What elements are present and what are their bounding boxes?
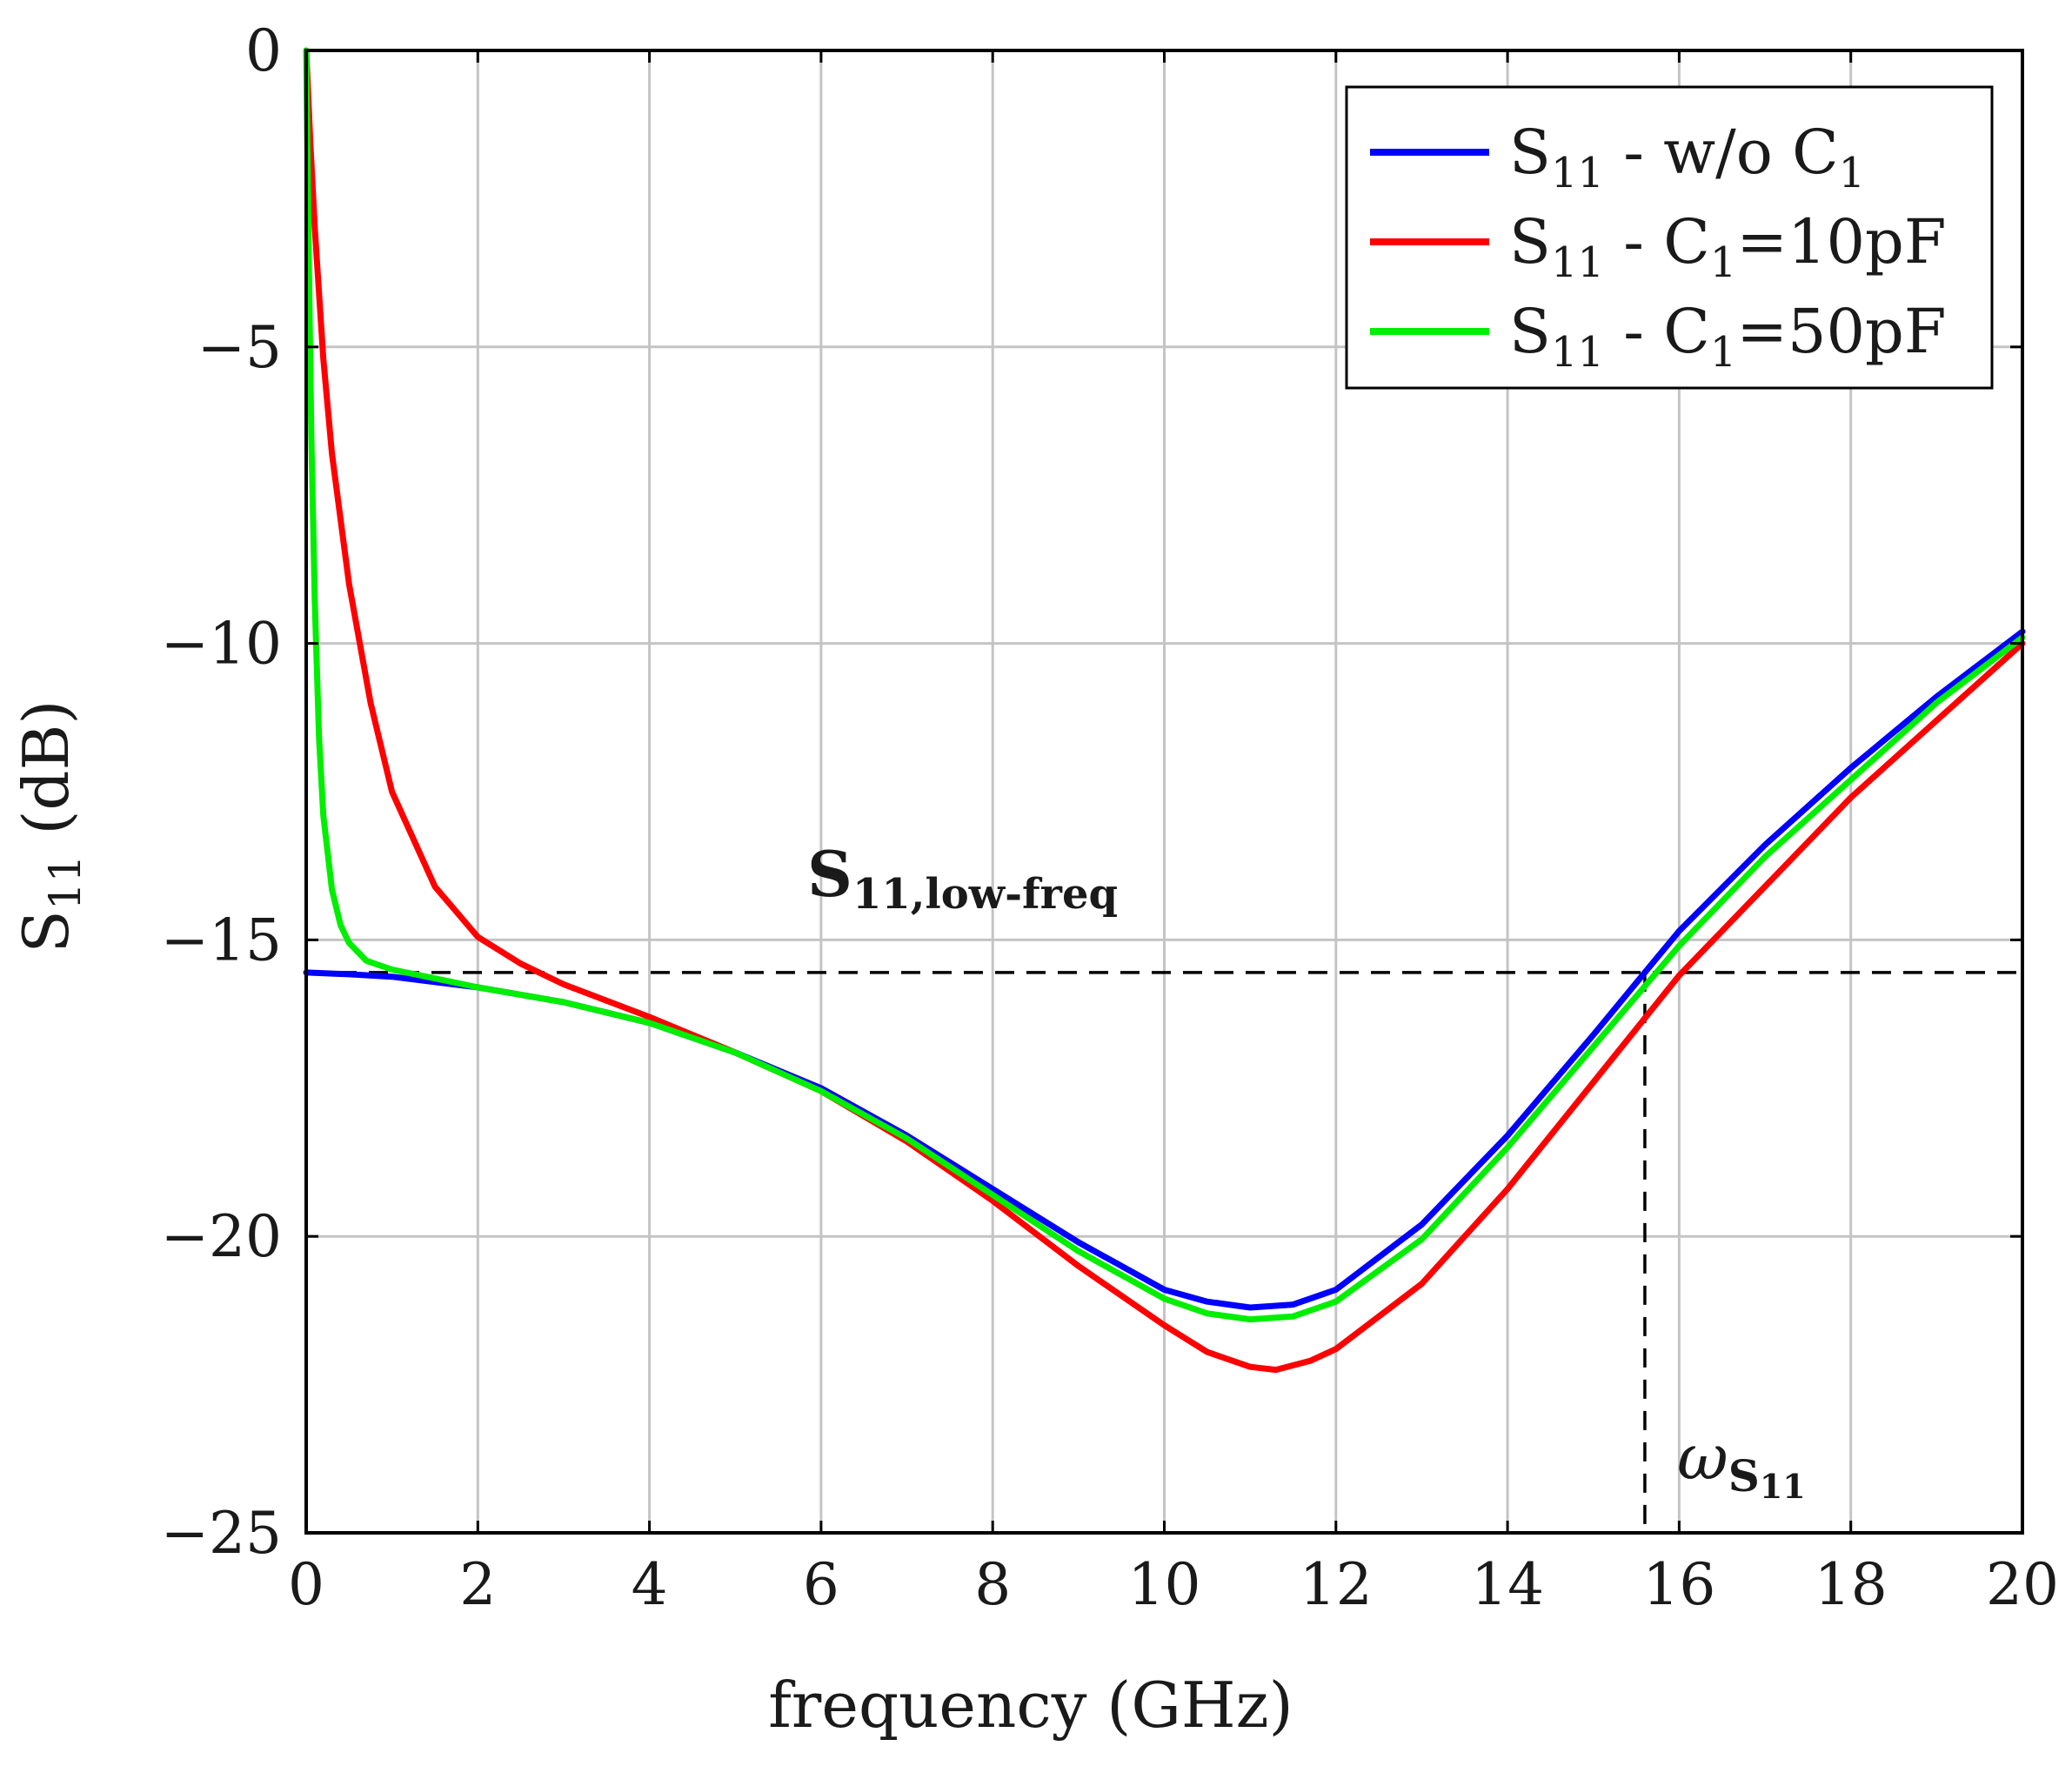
x-tick-label-4: 8 [974,1551,1011,1618]
series-group [303,47,2026,1374]
legend-label-0-part-0: S [1509,117,1551,188]
x-tick-label-9: 18 [1815,1551,1888,1618]
x-tick-labels: 0 2 4 6 8 10 12 14 16 18 20 [288,1551,2059,1618]
y-tick-label-4: −20 [161,1203,282,1270]
omega-annotation-main: ω [1677,1421,1728,1494]
y-tick-label-3: −15 [161,906,282,973]
x-axis-title: frequency (GHz) [768,1669,1293,1742]
x-tick-label-3: 6 [803,1551,839,1618]
legend-label-0-part-3: 1 [1839,149,1866,197]
x-tick-label-6: 12 [1300,1551,1373,1618]
x-tick-label-0: 0 [288,1551,324,1618]
legend-label-1-part-3: 1 [1710,238,1737,287]
legend-label-1-part-1: 11 [1551,238,1604,287]
legend-box [1345,85,1994,390]
low-freq-annotation-main: S [807,837,852,911]
legend-label-0: S11 - w/o C1 [1509,117,1865,197]
y-tick-label-0: 0 [245,17,282,84]
reference-lines [306,971,2022,1533]
legend-label-2-part-0: S [1509,296,1551,367]
series-line-2 [303,47,2026,1323]
x-tick-label-5: 10 [1128,1551,1201,1618]
legend-label-1-part-2: - C [1604,206,1710,278]
omega-annotation-subsub: 11 [1760,1467,1806,1506]
x-tick-label-8: 16 [1642,1551,1715,1618]
legend-label-1-part-4: =10pF [1736,206,1946,278]
omega-annotation: ωS11 [1677,1421,1806,1506]
y-axis-title-main: S [10,910,83,953]
legend-label-2: S11 - C1=50pF [1509,296,1946,377]
legend-label-1-part-0: S [1509,206,1551,278]
x-tick-label-7: 14 [1471,1551,1544,1618]
low-freq-annotation: S11,low-freq [807,837,1118,919]
x-tick-label-2: 4 [632,1551,668,1618]
low-freq-annotation-sub: 11,low-freq [852,870,1118,919]
y-tick-label-5: −25 [161,1500,282,1567]
legend-label-2-part-2: - C [1604,296,1710,367]
y-axis-title-sub: 11 [40,855,90,911]
x-tick-label-1: 2 [459,1551,496,1618]
omega-annotation-sub: S [1728,1450,1760,1502]
y-axis-title: S11 (dB) [10,699,90,953]
y-tick-label-2: −10 [161,611,282,678]
y-axis-title-rest: (dB) [10,699,83,854]
legend-label-2-part-1: 11 [1551,328,1604,377]
legend-label-0-part-2: - w/o C [1604,117,1839,188]
legend-label-1: S11 - C1=10pF [1509,206,1946,287]
x-tick-label-10: 20 [1986,1551,2059,1618]
legend-label-2-part-3: 1 [1710,328,1737,377]
series-line-1 [303,47,2026,1374]
y-tick-labels: 0 −5 −10 −15 −20 −25 [161,17,282,1567]
legend-label-2-part-4: =50pF [1736,296,1946,367]
legend-label-0-part-1: 11 [1551,149,1604,197]
tick-marks [304,49,2024,1535]
y-tick-label-1: −5 [197,314,282,381]
